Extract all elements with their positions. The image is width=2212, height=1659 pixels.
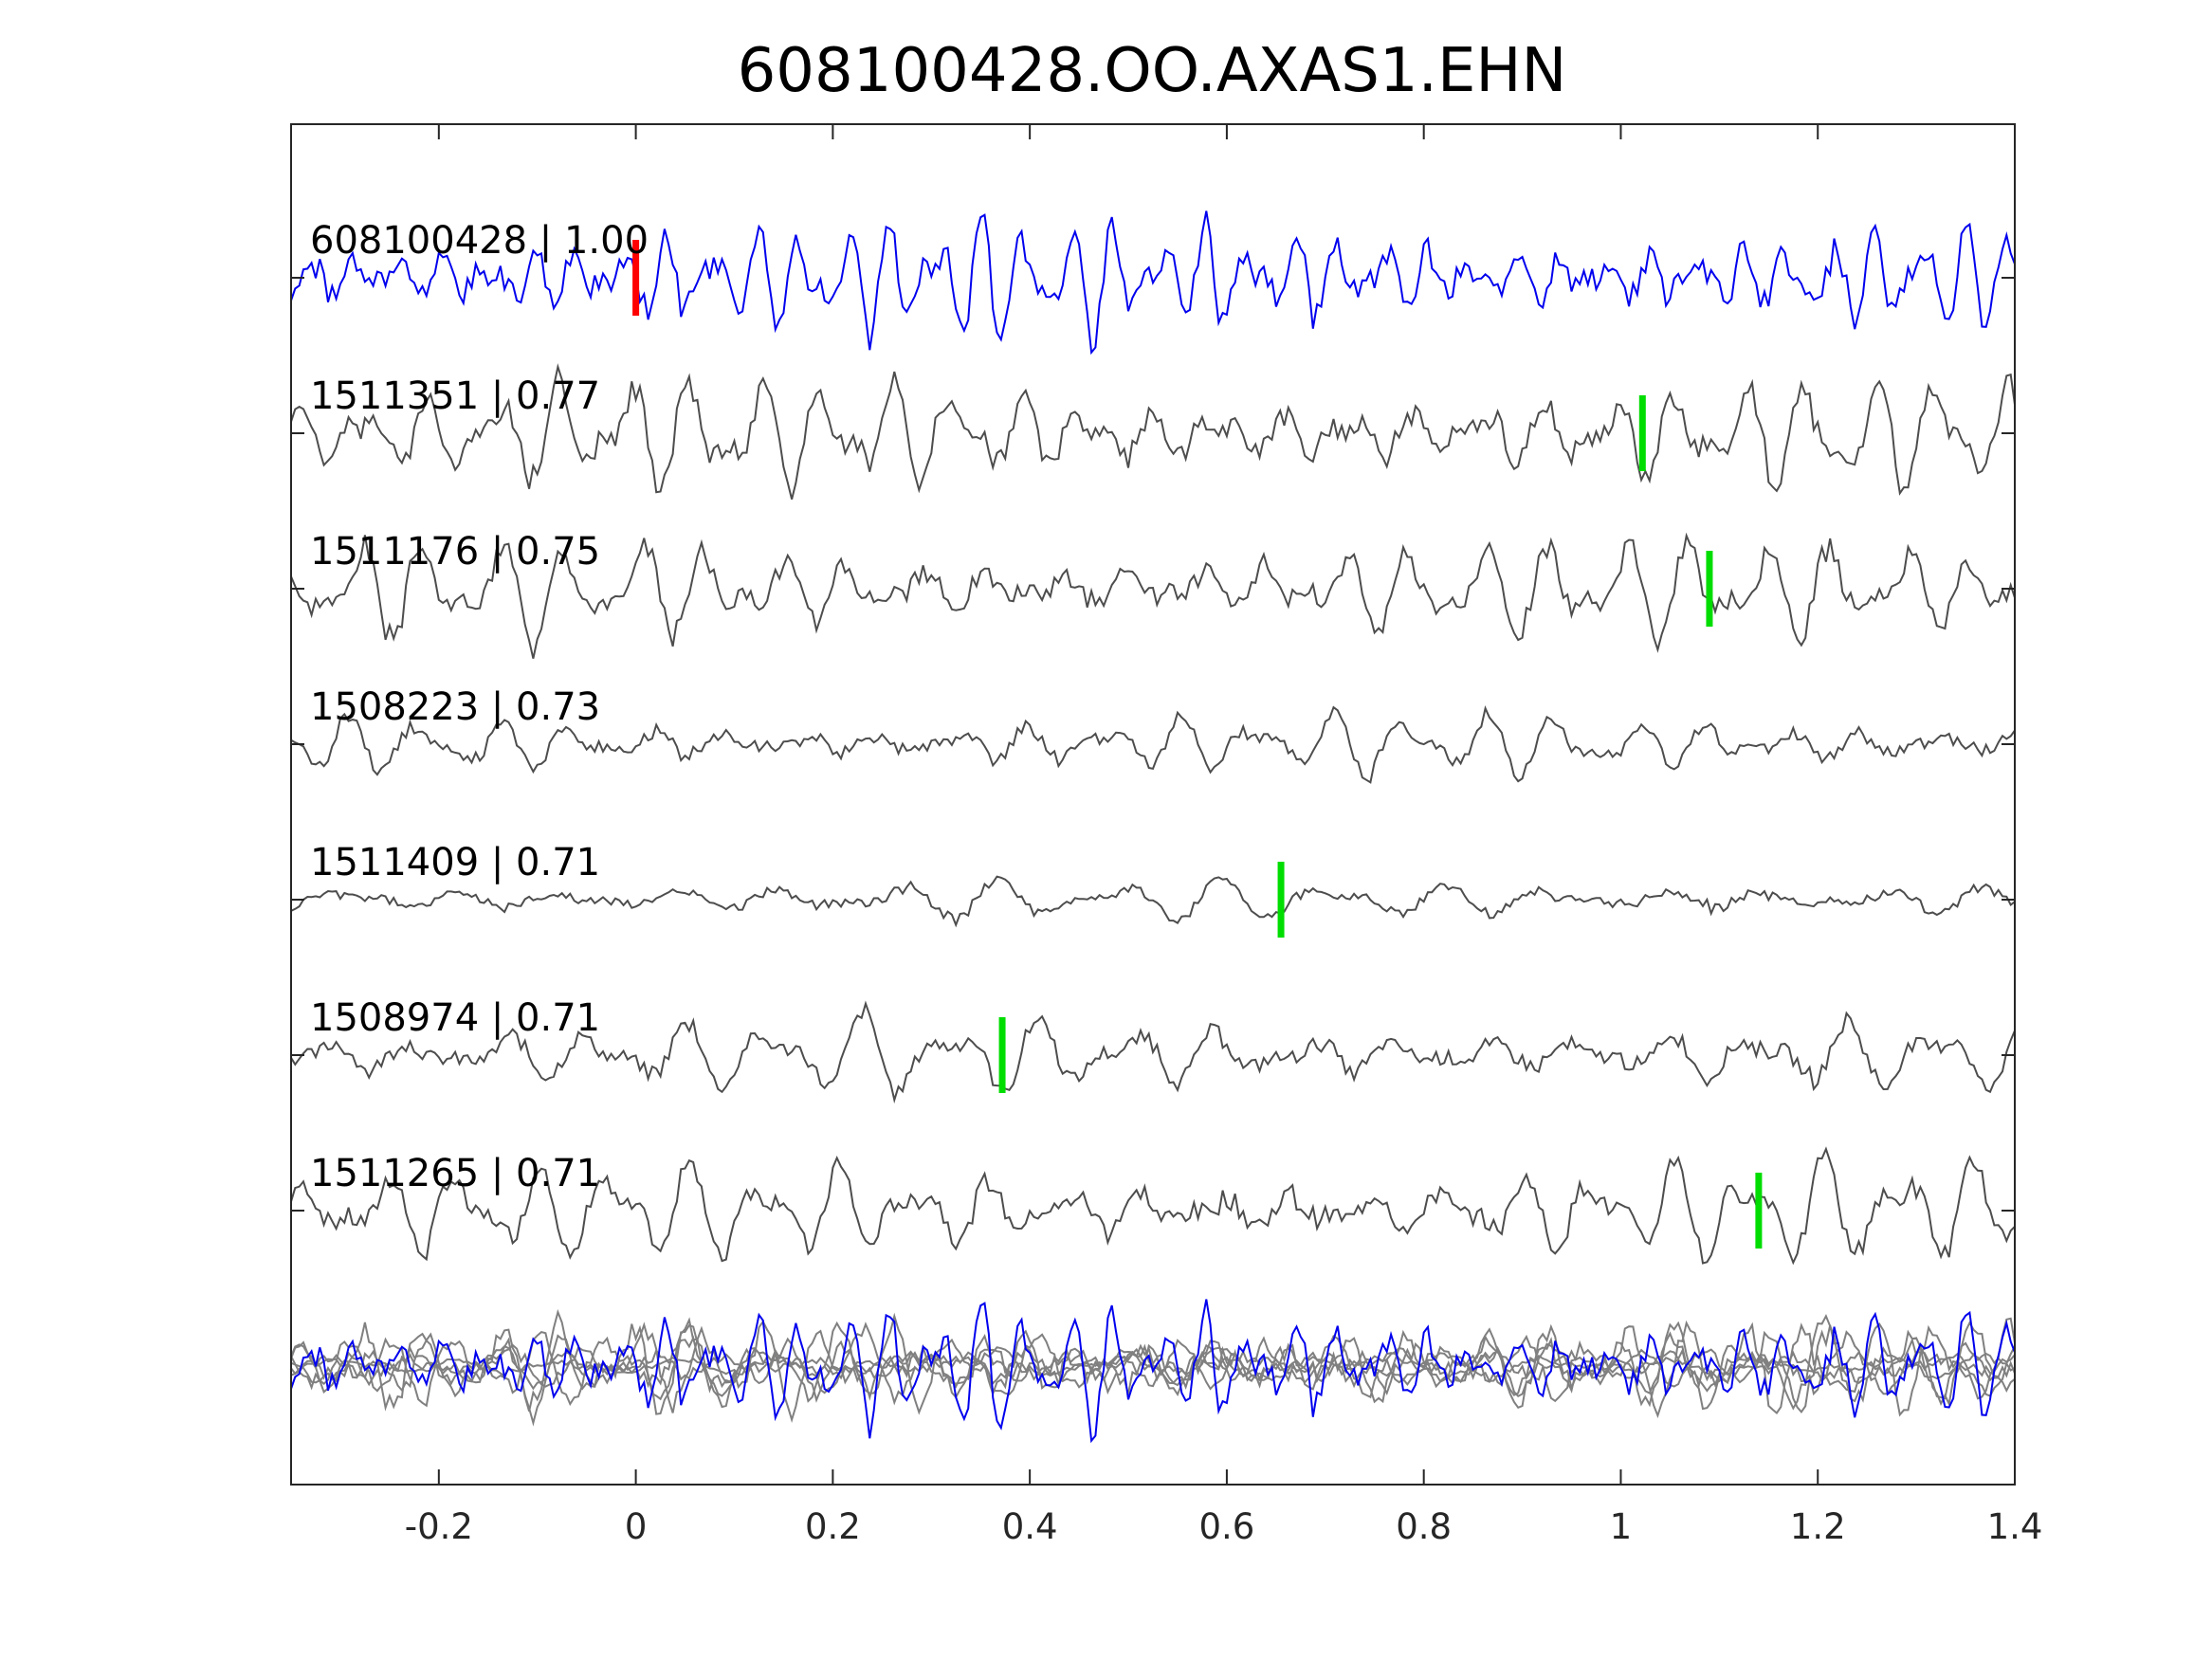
plot-area bbox=[290, 123, 2016, 1486]
trace-label-1508223: 1508223 | 0.73 bbox=[310, 685, 600, 729]
x-tick-label: 0.4 bbox=[1002, 1506, 1058, 1547]
trace-label-1511409: 1511409 | 0.71 bbox=[310, 841, 600, 884]
x-tick-label: 0 bbox=[625, 1506, 648, 1547]
x-tick-label: 1.2 bbox=[1790, 1506, 1846, 1547]
trace-label-1511265: 1511265 | 0.71 bbox=[310, 1152, 600, 1195]
trace-1511351 bbox=[290, 363, 2016, 500]
trace-1511409 bbox=[290, 875, 2016, 928]
trace-label-1511351: 1511351 | 0.77 bbox=[310, 374, 600, 418]
x-axis-ticks: -0.2 0 0.2 0.4 0.6 0.8 1 1.2 1.4 bbox=[405, 124, 2043, 1547]
stack-trace-master bbox=[290, 1299, 2016, 1444]
trace-1508223 bbox=[290, 705, 2016, 784]
x-tick-label: 1.4 bbox=[1987, 1506, 2043, 1547]
traces-group bbox=[290, 210, 2016, 1444]
x-tick-label: 0.2 bbox=[805, 1506, 861, 1547]
trace-1511265 bbox=[290, 1146, 2016, 1266]
stack-trace-1508223 bbox=[290, 1334, 2016, 1399]
x-tick-label: 0.6 bbox=[1198, 1506, 1254, 1547]
trace-1508974 bbox=[290, 1000, 2016, 1104]
trace-608100428 bbox=[290, 210, 2016, 356]
trace-1511176 bbox=[290, 532, 2016, 659]
stack-trace-1511265 bbox=[290, 1313, 2016, 1411]
picks-group bbox=[632, 240, 1763, 1249]
x-tick-label: 0.8 bbox=[1396, 1506, 1452, 1547]
x-tick-label: -0.2 bbox=[405, 1506, 473, 1547]
trace-label-1511176: 1511176 | 0.75 bbox=[310, 530, 600, 574]
chart-title: 608100428.OO.AXAS1.EHN bbox=[738, 36, 1567, 106]
trace-labels: 608100428 | 1.00 1511351 | 0.77 1511176 | … bbox=[310, 219, 649, 1195]
trace-label-608100428: 608100428 | 1.00 bbox=[310, 219, 649, 263]
trace-label-1508974: 1508974 | 0.71 bbox=[310, 996, 600, 1040]
x-tick-label: 1 bbox=[1610, 1506, 1633, 1547]
